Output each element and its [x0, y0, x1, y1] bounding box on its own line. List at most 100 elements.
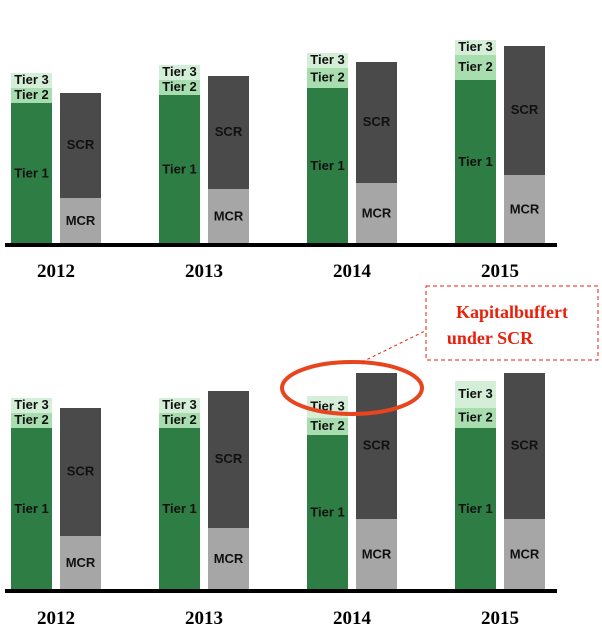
label-mcr: MCR: [214, 208, 244, 223]
callout-box: [425, 285, 599, 361]
label-tier3: Tier 3: [14, 397, 48, 412]
label-tier1: Tier 1: [162, 501, 196, 516]
bar-tier1: [11, 428, 52, 591]
label-mcr: MCR: [510, 201, 540, 216]
bar-scr: [504, 46, 545, 175]
bar-tier3: [307, 53, 348, 68]
bar-tier2: [159, 413, 200, 428]
callout-line-2: under SCR: [447, 328, 534, 348]
label-tier1: Tier 1: [14, 165, 48, 180]
bar-mcr: [208, 528, 249, 591]
label-mcr: MCR: [362, 546, 392, 561]
bar-tier3: [11, 73, 52, 88]
year-label-2013: 2013: [185, 261, 223, 282]
label-tier2: Tier 2: [162, 79, 196, 94]
bar-mcr: [504, 175, 545, 245]
bar-tier3: [11, 398, 52, 413]
bar-mcr: [504, 519, 545, 591]
label-mcr: MCR: [214, 551, 244, 566]
label-tier3: Tier 3: [458, 386, 492, 401]
label-mcr: MCR: [362, 205, 392, 220]
label-scr: SCR: [363, 114, 391, 129]
bar-tier3: [455, 381, 496, 408]
bar-tier1: [455, 80, 496, 245]
bar-tier2: [159, 80, 200, 95]
year-label-2015: 2015: [481, 608, 519, 629]
bar-tier1: [11, 103, 52, 245]
year-label-2014: 2014: [333, 608, 372, 629]
label-tier3: Tier 3: [162, 397, 196, 412]
callout-line-1: Kapitalbuffert: [456, 302, 568, 322]
label-tier1: Tier 1: [162, 161, 196, 176]
label-scr: SCR: [511, 102, 539, 117]
year-label-2012: 2012: [37, 261, 75, 282]
bar-mcr: [60, 536, 101, 591]
label-scr: SCR: [67, 463, 95, 478]
label-tier2: Tier 2: [310, 418, 344, 433]
bar-tier2: [455, 55, 496, 80]
label-tier1: Tier 1: [310, 504, 344, 519]
label-tier3: Tier 3: [14, 72, 48, 87]
bar-scr: [504, 373, 545, 519]
label-tier2: Tier 2: [458, 59, 492, 74]
label-tier1: Tier 1: [310, 158, 344, 173]
label-tier2: Tier 2: [310, 69, 344, 84]
bar-scr: [208, 391, 249, 528]
bar-scr: [356, 62, 397, 183]
year-label-2014: 2014: [333, 261, 372, 282]
bar-tier2: [307, 418, 348, 435]
label-mcr: MCR: [510, 546, 540, 561]
label-mcr: MCR: [66, 213, 96, 228]
label-scr: SCR: [67, 137, 95, 152]
bar-mcr: [60, 198, 101, 245]
label-tier2: Tier 2: [14, 412, 48, 427]
bar-tier1: [159, 428, 200, 591]
bar-scr: [208, 76, 249, 189]
bar-tier3: [159, 65, 200, 80]
label-tier2: Tier 2: [162, 412, 196, 427]
year-group-2015: Tier 1 Tier 2 Tier 3 MCR SCR 2015: [455, 373, 545, 629]
bar-scr: [356, 373, 397, 519]
bar-scr: [60, 408, 101, 536]
label-scr: SCR: [215, 451, 243, 466]
bar-tier2: [307, 68, 348, 88]
bar-tier2: [11, 88, 52, 103]
highlight-ellipse: [280, 360, 424, 416]
bar-tier1: [307, 435, 348, 591]
label-scr: SCR: [511, 437, 539, 452]
callout-leader: [361, 329, 428, 363]
year-group-2014: Tier 1 Tier 2 Tier 3 MCR SCR 2014: [307, 52, 397, 282]
label-scr: SCR: [363, 437, 391, 452]
bar-scr: [60, 93, 101, 198]
year-label-2013: 2013: [185, 608, 223, 629]
bar-tier1: [455, 428, 496, 591]
bar-tier2: [455, 408, 496, 428]
label-tier1: Tier 1: [458, 154, 492, 169]
bar-tier3: [159, 398, 200, 413]
label-tier1: Tier 1: [14, 501, 48, 516]
bar-mcr: [208, 189, 249, 245]
year-label-2012: 2012: [37, 608, 75, 629]
year-group-2015: Tier 1 Tier 2 Tier 3 MCR SCR 2015: [455, 39, 545, 282]
label-tier3: Tier 3: [162, 64, 196, 79]
year-label-2015: 2015: [481, 261, 519, 282]
label-tier3: Tier 3: [458, 39, 492, 54]
bar-tier2: [11, 413, 52, 428]
bar-tier3: [455, 40, 496, 55]
bar-tier1: [159, 95, 200, 245]
label-mcr: MCR: [66, 555, 96, 570]
label-tier3: Tier 3: [310, 52, 344, 67]
label-tier2: Tier 2: [458, 409, 492, 424]
bar-tier1: [307, 88, 348, 245]
label-tier2: Tier 2: [14, 87, 48, 102]
label-tier1: Tier 1: [458, 501, 492, 516]
bar-mcr: [356, 183, 397, 245]
